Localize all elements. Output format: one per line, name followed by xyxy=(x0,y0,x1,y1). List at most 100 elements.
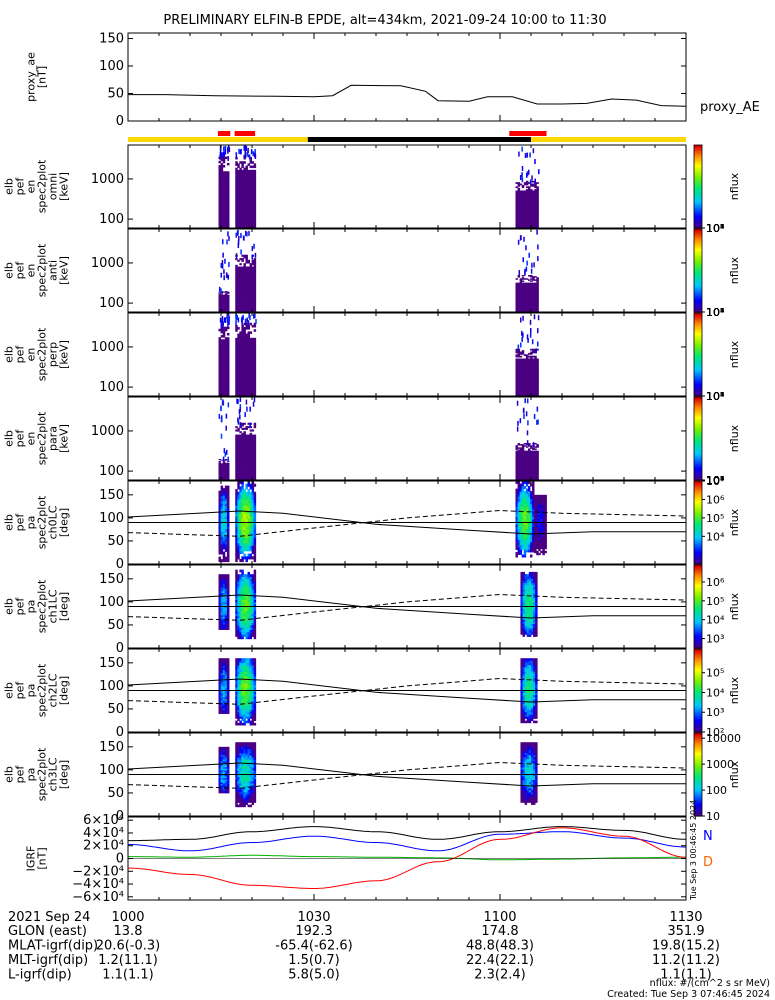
spectrogram-cell xyxy=(243,427,246,430)
spectrogram-cell xyxy=(220,299,224,301)
spectrogram-cell xyxy=(532,295,535,298)
spectrogram-cell xyxy=(218,295,222,297)
spectrogram-speckle xyxy=(534,159,536,165)
spectrogram-speckle xyxy=(537,315,540,321)
spectrogram-cell xyxy=(534,285,537,288)
spectrogram-cell xyxy=(243,446,246,449)
spectrogram-cell xyxy=(527,493,531,497)
colorbar-cell xyxy=(694,266,702,269)
spectrogram-cell xyxy=(220,304,224,306)
spectrogram-cell xyxy=(521,449,525,452)
spectrogram-cell xyxy=(530,445,533,447)
spectrogram-cell xyxy=(241,324,244,328)
spectrogram-cell xyxy=(521,285,525,288)
spectrogram-cell xyxy=(245,456,248,459)
spectrogram-cell xyxy=(534,200,537,203)
colorbar-cell xyxy=(694,189,702,192)
spectrogram-cell xyxy=(235,378,238,382)
spectrogram-cell xyxy=(253,352,257,356)
spectrogram-cell xyxy=(534,450,537,453)
spectrogram-cell xyxy=(521,373,525,376)
spectrogram-cell xyxy=(523,196,527,198)
spectrogram-cell xyxy=(241,290,244,293)
spectrogram-speckle xyxy=(227,274,230,280)
spectrogram-cell xyxy=(243,276,246,279)
spectrogram-cell xyxy=(523,211,527,214)
spectrogram-cell xyxy=(517,451,521,454)
spectrogram-cell xyxy=(239,513,242,517)
spectrogram-cell xyxy=(253,518,257,522)
spectrogram-cell xyxy=(237,458,240,461)
spectrogram-cell xyxy=(249,507,253,511)
spectrogram-cell xyxy=(222,574,226,577)
spectrogram-cell xyxy=(536,196,539,198)
spectrogram-cell xyxy=(222,513,226,517)
spectrogram-cell xyxy=(241,339,244,343)
spectrogram-cell xyxy=(523,506,527,510)
spectrogram-cell xyxy=(239,298,242,301)
spectrogram-cell xyxy=(239,274,242,278)
spectrogram-cell xyxy=(515,544,518,548)
spectrogram-cell xyxy=(534,305,537,307)
colorbar-cell xyxy=(694,197,702,200)
colorbar-cell xyxy=(694,473,702,476)
spectrogram-cell xyxy=(226,305,230,307)
spectrogram-cell xyxy=(247,548,250,552)
spectrogram-cell xyxy=(222,468,226,470)
spectrogram-cell xyxy=(251,478,255,481)
spectrogram-cell xyxy=(243,387,246,390)
spectrogram-cell xyxy=(528,189,531,191)
spectrogram-cell xyxy=(237,469,240,472)
spectrogram-cell xyxy=(243,474,246,478)
spectrogram-cell xyxy=(540,500,543,504)
spectrogram-cell xyxy=(536,205,539,208)
spectrogram-cell xyxy=(521,194,525,197)
spectrogram-cell xyxy=(226,465,230,467)
spectrogram-cell xyxy=(532,452,535,455)
spectrogram-cell xyxy=(515,212,518,215)
spectrogram-cell xyxy=(249,365,253,369)
spectrogram-cell xyxy=(235,376,238,380)
spectrogram-cell xyxy=(532,184,535,187)
spectrogram-speckle xyxy=(222,151,225,157)
spectrogram-cell xyxy=(224,192,228,195)
spectrogram-cell xyxy=(235,556,238,560)
spectrogram-cell xyxy=(251,339,255,343)
spectrogram-cell xyxy=(536,302,539,304)
colorbar-cell xyxy=(694,221,702,224)
spectrogram-cell xyxy=(253,463,257,466)
spectrogram-cell xyxy=(239,300,242,303)
spectrogram-cell xyxy=(536,504,539,508)
spectrogram-cell xyxy=(525,208,529,211)
spectrogram-cell xyxy=(521,544,525,548)
spectrogram-cell xyxy=(523,450,527,453)
spectrogram-cell xyxy=(226,485,230,489)
spectrogram-cell xyxy=(534,201,537,204)
spectrogram-cell xyxy=(218,206,222,210)
spectrogram-cell xyxy=(237,367,240,371)
spectrogram-cell xyxy=(235,387,238,390)
spectrogram-cell xyxy=(220,476,224,478)
spectrogram-cell xyxy=(235,176,238,179)
spectrogram-cell xyxy=(237,288,240,291)
spectrogram-cell xyxy=(521,222,525,225)
spectrogram-cell xyxy=(536,211,539,214)
colorbar-cell xyxy=(694,378,702,380)
spectrogram-cell xyxy=(222,171,226,174)
spectrogram-cell xyxy=(226,505,230,509)
spectrogram-cell xyxy=(243,161,246,164)
spectrogram-cell xyxy=(249,383,253,386)
spectrogram-cell xyxy=(536,278,539,280)
spectrogram-cell xyxy=(525,201,529,204)
spectrogram-cell xyxy=(237,278,240,281)
spectrogram-cell xyxy=(532,216,535,219)
spectrogram-cell xyxy=(253,285,257,288)
spectrogram-cell xyxy=(515,458,518,460)
spectrogram-cell xyxy=(530,471,533,473)
spectrogram-cell xyxy=(519,301,523,303)
spectrogram-cell xyxy=(519,376,523,379)
spectrogram-cell xyxy=(243,193,246,197)
spectrogram-cell xyxy=(528,460,531,462)
spectrogram-cell xyxy=(517,184,521,187)
spectrogram-cell xyxy=(525,221,529,223)
